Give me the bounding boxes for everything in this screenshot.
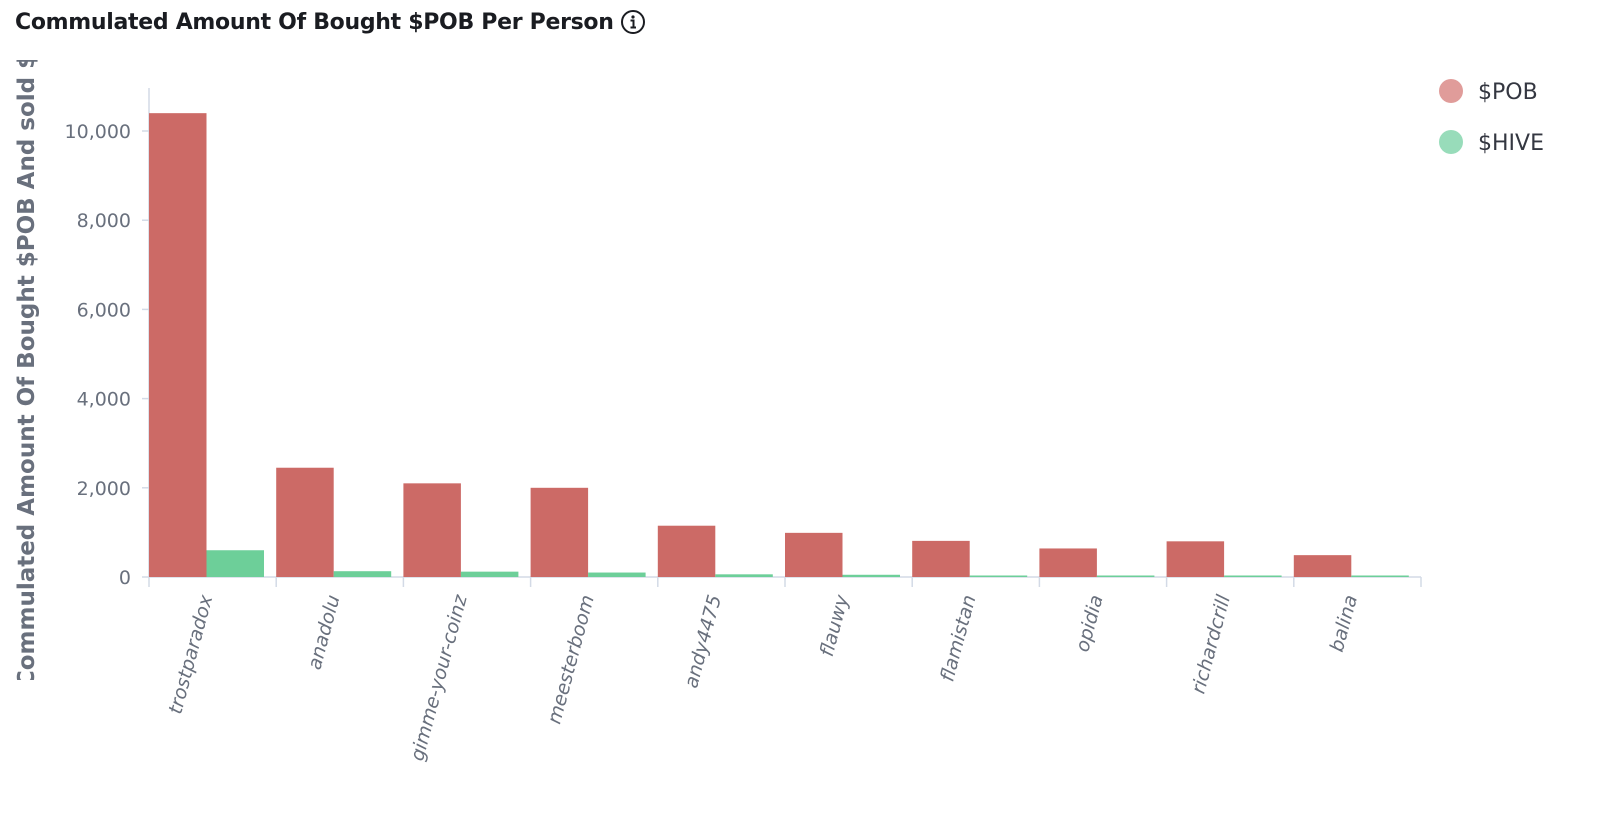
legend: $POB $HIVE [1439, 79, 1544, 156]
bar-hive[interactable] [460, 571, 519, 577]
y-axis-label: Commulated Amount Of Bought $POB And sol… [14, 53, 40, 687]
x-category-label: andy4475 [680, 593, 726, 691]
x-category-label: richardcrill [1187, 592, 1235, 696]
info-circle-icon[interactable] [620, 9, 646, 35]
x-category-label: meesterboom [543, 593, 599, 727]
y-tick-label: 0 [119, 567, 131, 589]
bar-pob[interactable] [1293, 555, 1352, 577]
x-category-label: flamistan [936, 593, 980, 684]
x-category-label: flauwy [816, 592, 854, 659]
y-tick-label: 6,000 [77, 299, 131, 321]
x-category-label: anadolu [304, 593, 345, 672]
bar-pob[interactable] [1166, 541, 1225, 577]
chart-title-row: Commulated Amount Of Bought $POB Per Per… [15, 6, 646, 38]
bar-pob[interactable] [530, 487, 589, 577]
bar-pob[interactable] [1039, 548, 1097, 577]
bar-hive[interactable] [1096, 575, 1155, 578]
y-tick-label: 8,000 [77, 210, 131, 232]
x-axis: trostparadox anadolu gimme-your-coinz meest… [148, 576, 1422, 764]
bar-hive[interactable] [1351, 575, 1409, 578]
chart-title: Commulated Amount Of Bought $POB Per Per… [15, 9, 614, 35]
y-axis-label-group: Commulated Amount Of Bought $POB And sol… [14, 53, 40, 687]
legend-label[interactable]: $HIVE [1478, 131, 1544, 156]
bar-hive[interactable] [333, 571, 392, 577]
bar-hive[interactable] [206, 550, 265, 577]
bar-pob[interactable] [657, 525, 716, 577]
bar-pob[interactable] [149, 113, 207, 577]
bar-hive[interactable] [715, 574, 773, 577]
bar-pob[interactable] [785, 532, 843, 577]
x-category-label: trostparadox [164, 592, 217, 717]
y-tick-label: 10,000 [65, 121, 131, 143]
x-category-label: opidia [1071, 593, 1107, 655]
y-tick-label: 2,000 [77, 478, 131, 500]
x-category-label: balina [1326, 593, 1362, 655]
bar-pob[interactable] [276, 467, 334, 577]
legend-swatch[interactable] [1439, 79, 1463, 103]
x-category-label: gimme-your-coinz [406, 592, 472, 764]
bar-hive[interactable] [1224, 575, 1282, 578]
y-tick-label: 4,000 [77, 389, 131, 411]
bars-group [149, 113, 1409, 577]
bar-hive[interactable] [969, 575, 1028, 578]
bar-hive[interactable] [842, 574, 901, 577]
y-axis: 0 2,000 4,000 6,000 8,000 10,000 [65, 88, 150, 589]
bar-pob[interactable] [403, 483, 461, 577]
bar-hive[interactable] [588, 572, 646, 577]
legend-label[interactable]: $POB [1478, 80, 1538, 105]
bar-pob[interactable] [912, 540, 970, 577]
legend-swatch[interactable] [1439, 130, 1463, 154]
